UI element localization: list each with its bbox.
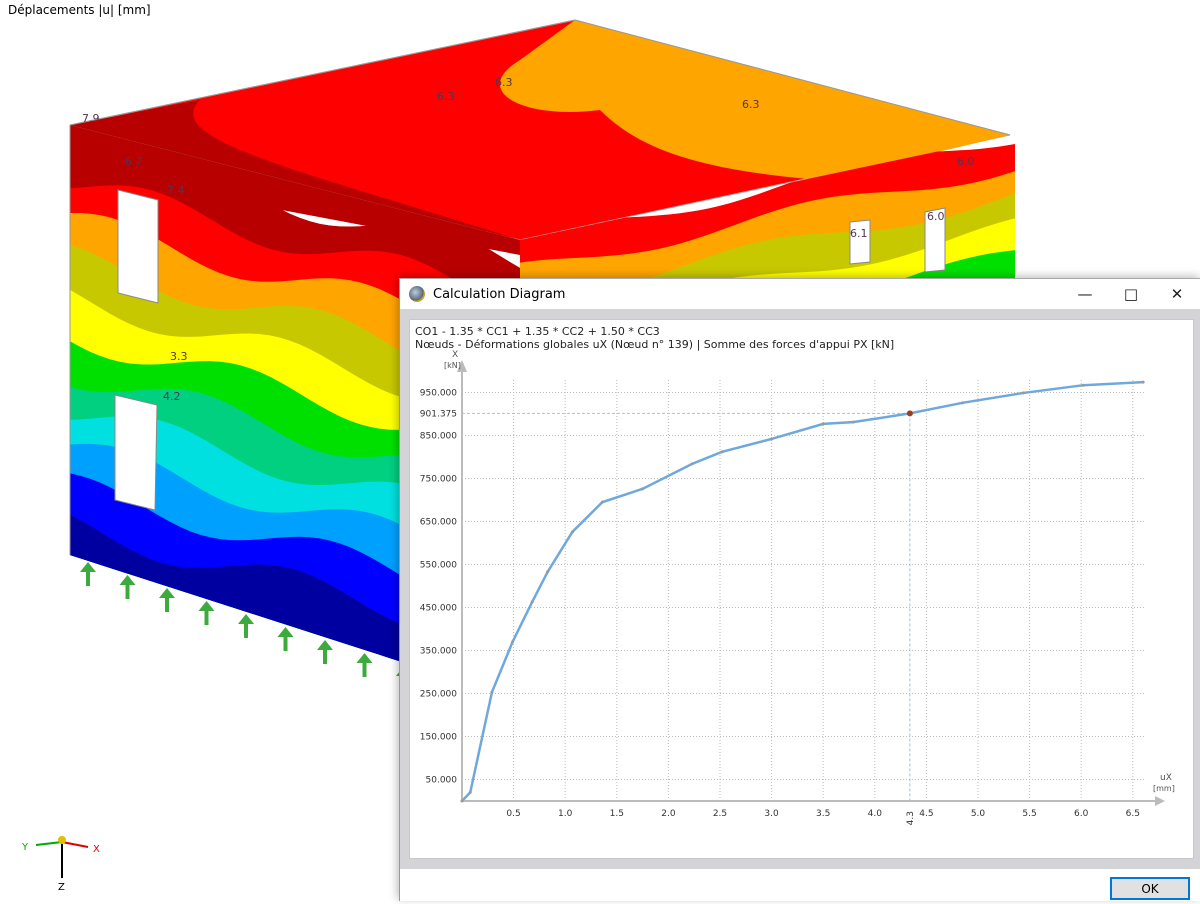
window-opening [849, 219, 871, 265]
y-tick-label: 350.000 [420, 647, 457, 657]
x-tick-label: 3.5 [816, 809, 830, 819]
data-point [641, 487, 645, 491]
x-tick-label: 0.5 [506, 809, 520, 819]
x-axis-arrow [1155, 796, 1165, 806]
support-icon [119, 575, 136, 599]
data-point [600, 500, 604, 504]
chart: 0.5 1.0 1.5 2.0 2.5 3.0 3.5 4.0 4.5 5.0 5.5 6.0 6.5 5… [420, 350, 1175, 825]
support-icon [317, 640, 333, 664]
x-tick-label: 4.0 [868, 809, 883, 819]
data-point [770, 437, 774, 441]
data-point [468, 790, 472, 794]
y-tick-label: 850.000 [420, 432, 457, 442]
roof-band [499, 20, 1010, 180]
contour-band [70, 125, 520, 255]
ok-button[interactable]: OK [1110, 877, 1190, 900]
marker-x-label: 4.3 [906, 811, 916, 825]
support-icon [159, 588, 175, 612]
data-point [1081, 383, 1085, 387]
y-tick-label: 950.000 [420, 389, 457, 399]
x-tick-label: 4.5 [919, 809, 933, 819]
dialog-title: Calculation Diagram [433, 286, 566, 302]
value-label: 6.3 [495, 76, 513, 89]
support-icon [238, 614, 254, 638]
y-tick-label: 550.000 [420, 561, 457, 571]
x-tick-label: 1.0 [558, 809, 573, 819]
value-label: 3.3 [170, 350, 188, 363]
data-point [720, 450, 724, 454]
origin-marker [58, 836, 66, 844]
maximize-icon[interactable]: □ [1123, 285, 1139, 303]
value-label: 7.4 [167, 184, 185, 197]
minimize-icon[interactable]: — [1077, 285, 1093, 303]
x-axis-unit: [mm] [1153, 784, 1175, 793]
value-label: 6.3 [742, 98, 760, 111]
value-label: 6.3 [437, 90, 455, 103]
window-opening [117, 189, 159, 304]
value-label: 6.7 [125, 155, 143, 168]
y-axis-arrow [457, 360, 467, 372]
support-icon [277, 627, 294, 651]
data-point [961, 401, 965, 405]
x-axis-line [61, 841, 89, 848]
window-opening [114, 394, 158, 511]
series-line [461, 380, 1144, 802]
data-point [851, 420, 855, 424]
data-point [460, 799, 464, 803]
y-tick-label: 50.000 [426, 776, 458, 786]
y-axis-unit: [kN] [444, 361, 461, 370]
front-top-band [70, 125, 520, 255]
x-axis-label: X [93, 844, 100, 855]
x-tick-label: 6.0 [1074, 809, 1089, 819]
marker-point [906, 410, 913, 417]
data-point [690, 462, 694, 466]
x-tick-label: 2.0 [661, 809, 676, 819]
value-label: 6.0 [957, 155, 975, 168]
y-axis-name: X [452, 350, 458, 360]
y-axis-label: Y [21, 842, 29, 853]
data-point [1141, 380, 1145, 384]
y-axis-line [35, 841, 63, 846]
y-tick-label: 650.000 [420, 518, 457, 528]
y-tick-label: 250.000 [420, 690, 457, 700]
data-point [546, 570, 550, 574]
marker-y-label: 901.375 [420, 409, 457, 419]
edge [69, 19, 1011, 136]
x-tick-label: 5.0 [971, 809, 986, 819]
z-axis-label: Z [58, 882, 65, 893]
data-point [1021, 391, 1025, 395]
support-icon [356, 653, 373, 677]
x-tick-label: 2.5 [713, 809, 727, 819]
y-tick-label: 450.000 [420, 604, 457, 614]
x-tick-label: 3.0 [764, 809, 779, 819]
close-icon[interactable]: ✕ [1170, 285, 1184, 303]
x-tick-label: 5.5 [1022, 809, 1036, 819]
y-tick-label: 750.000 [420, 475, 457, 485]
x-tick-label: 1.5 [610, 809, 624, 819]
data-point [490, 690, 494, 694]
support-icon [198, 601, 215, 625]
x-tick-label: 6.5 [1126, 809, 1140, 819]
roof-band [70, 100, 520, 240]
value-label: 4.2 [163, 390, 181, 403]
window-opening [924, 207, 946, 273]
data-point [570, 530, 574, 534]
diagram-description: Nœuds - Déformations globales uX (Nœud n… [415, 338, 895, 351]
data-point [511, 640, 515, 644]
calculation-diagram-dialog: Calculation Diagram — □ ✕ CO1 - 1.35 * C… [399, 278, 1200, 901]
support-icon [80, 562, 96, 586]
x-axis-name: uX [1160, 773, 1172, 783]
data-point [821, 422, 825, 426]
y-tick-label: 150.000 [420, 733, 457, 743]
data-point [530, 600, 534, 604]
load-combination-label: CO1 - 1.35 * CC1 + 1.35 * CC2 + 1.50 * C… [415, 325, 660, 338]
app-icon [409, 286, 425, 302]
dialog-titlebar[interactable]: Calculation Diagram — □ ✕ [400, 279, 1200, 309]
diagram-area: CO1 - 1.35 * CC1 + 1.35 * CC2 + 1.50 * C… [409, 319, 1194, 859]
value-label: 6.1 [850, 227, 868, 240]
value-label: 7.9 [82, 112, 100, 125]
view-title: Déplacements |u| [mm] [8, 3, 151, 17]
value-label: 6.0 [927, 210, 945, 223]
